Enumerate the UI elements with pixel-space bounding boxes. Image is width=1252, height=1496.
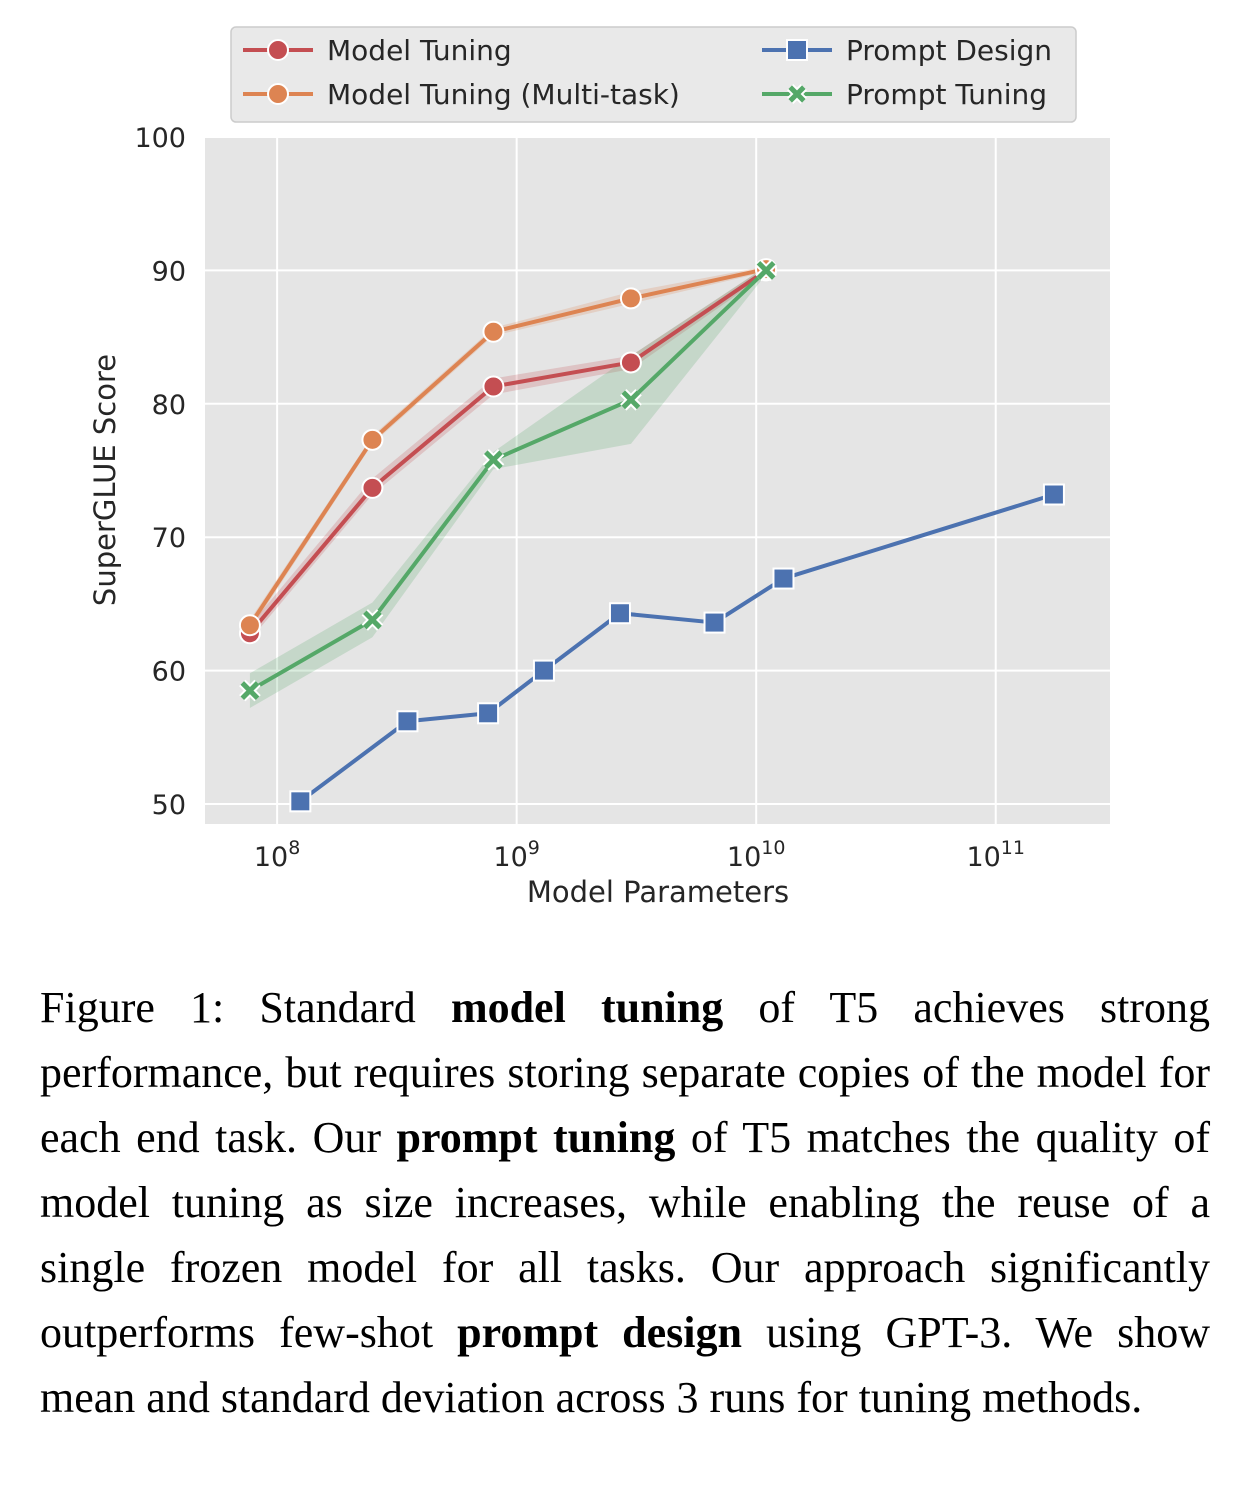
gridlines [205,136,1110,824]
point-marker [484,450,503,470]
point-marker [786,39,808,61]
point-marker [619,287,642,310]
superglue-chart: 50 60 70 80 90 100 108 109 1010 1011 Model Param… [88,26,1110,909]
caption-text-2: of T5 matches the quality of model tunin… [40,1113,1210,1357]
x-tick-label: 109 [493,837,539,873]
point-marker [289,790,312,813]
y-tick-label: 100 [134,123,186,154]
point-marker [788,85,806,103]
series-line [299,492,1055,803]
point-marker [619,351,642,374]
point-marker [1042,483,1065,506]
y-tick-label: 90 [152,256,186,287]
legend-label: Prompt Tuning [846,78,1047,111]
point-marker [361,428,384,451]
point-marker [240,681,260,701]
caption-text-3: using GPT-3. We show mean and standard d… [40,1308,1210,1422]
y-axis-label: SuperGLUE Score [88,354,122,606]
point-marker [621,390,641,410]
std-band [249,266,767,708]
caption-bold-prompt-tuning: prompt tuning [396,1113,676,1162]
y-tick-label: 70 [152,523,186,554]
legend-box [230,26,1077,123]
y-tick-labels: 50 60 70 80 90 100 [134,123,186,821]
point-marker [532,659,555,682]
caption-bold-prompt-design: prompt design [457,1308,743,1357]
caption-figure-label: Figure 1: Standard [40,983,416,1032]
point-marker [396,710,419,733]
point-marker [267,39,289,61]
y-tick-label: 60 [152,657,186,688]
point-marker [482,320,505,343]
plot-background [205,137,1110,824]
point-marker [361,476,384,499]
y-tick-label: 80 [152,390,186,421]
x-tick-label: 108 [254,837,300,873]
point-marker [267,83,289,105]
legend-label: Model Tuning (Multi-task) [327,78,680,111]
x-tick-labels: 108 109 1010 1011 [254,837,1025,873]
point-marker [482,375,505,398]
point-marker [363,610,382,630]
point-marker [756,260,776,280]
y-tick-label: 50 [152,790,186,821]
caption-text-1: of T5 achieves strong performance, but r… [40,983,1211,1162]
figure-caption: Figure 1: Standard model tuning of T5 ac… [40,975,1210,1430]
legend-label: Prompt Design [846,34,1052,67]
point-marker [703,611,726,634]
point-marker [772,567,795,590]
legend: Model Tuning Model Tuning (Multi-task) Pro… [230,26,1077,123]
point-marker [608,602,631,625]
x-tick-label: 1011 [966,837,1025,873]
x-tick-label: 1010 [727,837,786,873]
point-marker [238,614,261,637]
series-markers [238,258,1065,813]
legend-label: Model Tuning [327,34,512,67]
x-axis-label: Model Parameters [527,875,789,909]
point-marker [477,702,500,725]
caption-bold-model-tuning: model tuning [450,983,724,1032]
